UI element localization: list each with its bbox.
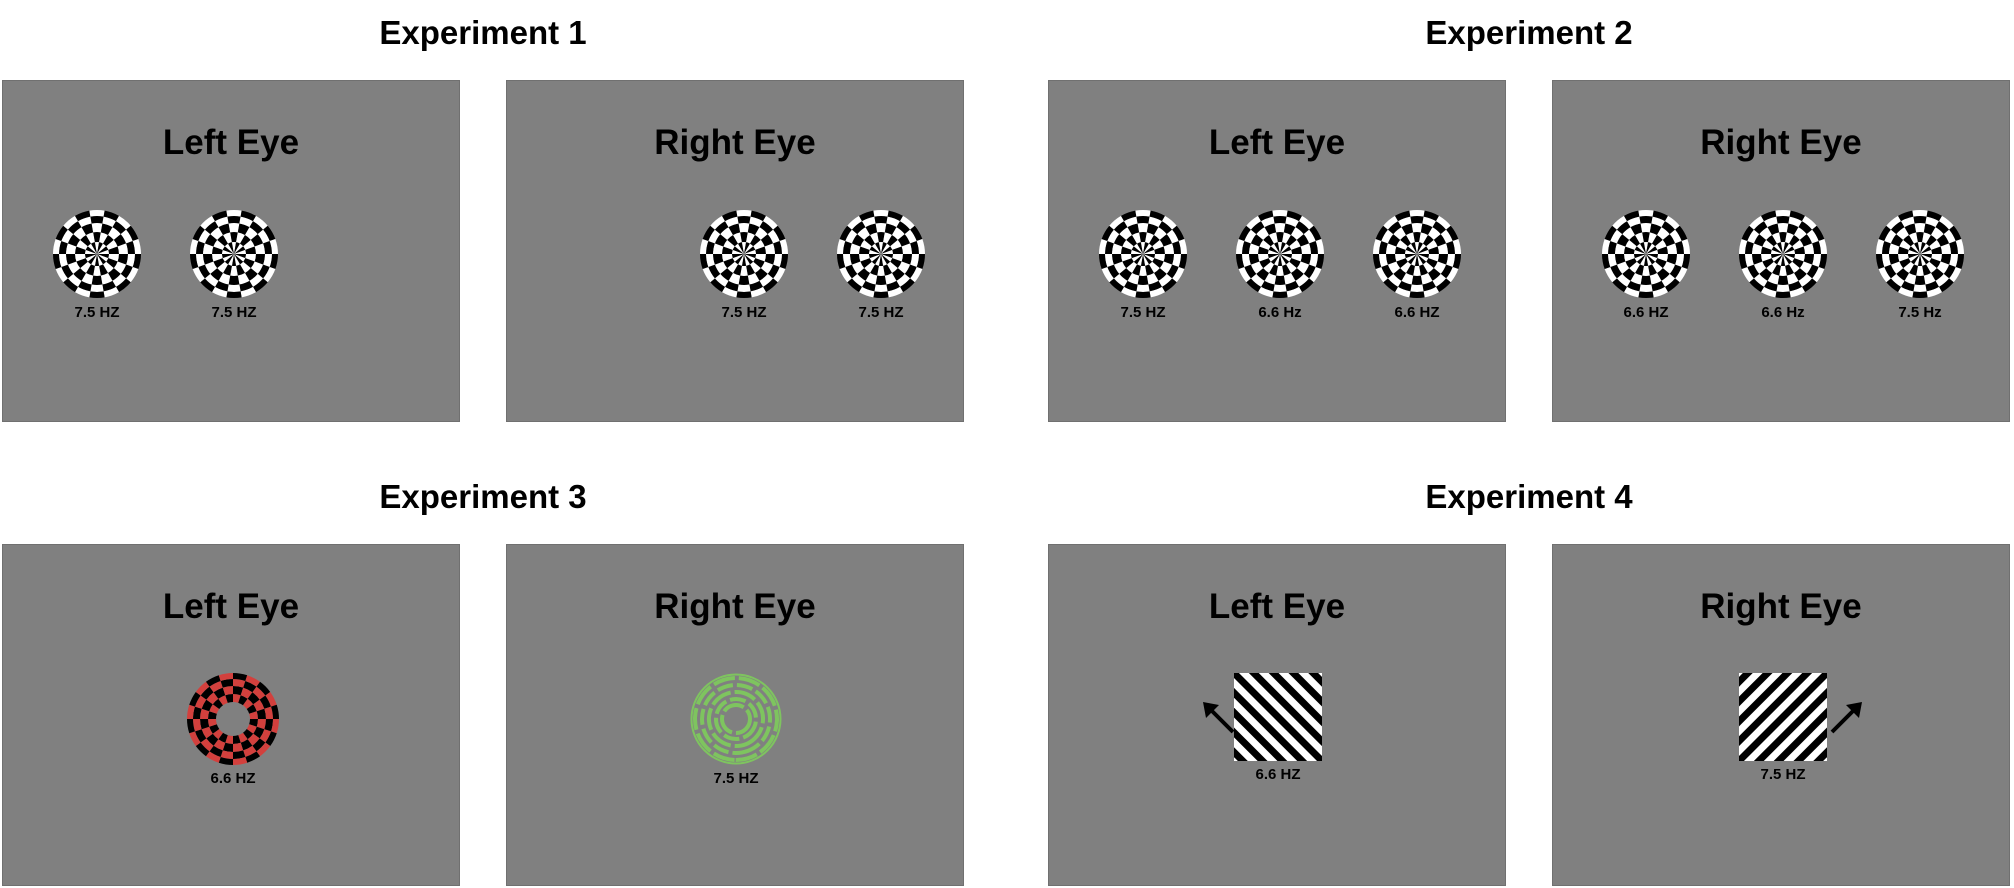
frequency-label: 7.5 HZ [211,304,257,321]
green-checkered-annulus-icon [690,673,782,765]
exp2-right-eye-panel: Right Eye 6.6 HZ 6.6 Hz 7.5 Hz [1552,80,2010,422]
frequency-label: 7.5 HZ [74,304,120,321]
eye-label: Left Eye [1208,587,1346,626]
eye-label: Left Eye [162,587,300,626]
stimulus: 7.5 HZ [689,209,799,321]
stimulus: 7.5 HZ [179,209,289,321]
frequency-label: 7.5 HZ [1120,304,1166,321]
stimulus: 6.6 Hz [1225,209,1335,321]
arrow-up-right-icon [1830,702,1862,734]
eye-label: Left Eye [1208,123,1346,162]
checkerboard-icon [1876,210,1964,298]
stimulus: 6.6 HZ [1362,209,1472,321]
stimulus: 7.5 HZ [1728,673,1838,783]
experiment-1-title: Experiment 1 [379,14,587,51]
checkerboard-icon [1236,210,1324,298]
stimulus: 6.6 HZ [1223,673,1333,783]
frequency-label: 6.6 Hz [1258,304,1302,321]
stimulus: 6.6 HZ [178,673,288,787]
exp3-left-eye-panel: Left Eye 6.6 HZ [2,544,460,886]
frequency-label: 7.5 HZ [1760,766,1806,783]
diagonal-grating-icon [1234,673,1322,761]
checkerboard-icon [1739,210,1827,298]
stimulus: 7.5 Hz [1865,209,1975,321]
frequency-label: 6.6 HZ [1394,304,1440,321]
checkerboard-icon [190,210,278,298]
stimulus: 7.5 HZ [826,209,936,321]
stimulus: 7.5 HZ [1088,209,1198,321]
exp4-left-eye-panel: Left Eye 6.6 HZ [1048,544,1506,886]
eye-label: Right Eye [654,123,816,162]
arrow-up-left-icon [1203,702,1235,734]
exp4-right-eye-panel: Right Eye 7.5 HZ [1552,544,2010,886]
frequency-label: 6.6 HZ [1623,304,1669,321]
frequency-label: 7.5 Hz [1898,304,1942,321]
frequency-label: 6.6 HZ [210,770,256,787]
experiment-2-title: Experiment 2 [1425,14,1633,51]
frequency-label: 6.6 HZ [1255,766,1301,783]
experiment-3-title: Experiment 3 [379,478,587,515]
stimulus: 7.5 HZ [681,673,791,787]
frequency-label: 7.5 HZ [858,304,904,321]
checkerboard-icon [1099,210,1187,298]
exp1-right-eye-panel: Right Eye 7.5 HZ 7.5 HZ [506,80,964,422]
eye-label: Right Eye [1700,587,1862,626]
frequency-label: 7.5 HZ [721,304,767,321]
eye-label: Right Eye [654,587,816,626]
exp1-left-eye-panel: Left Eye 7.5 HZ 7.5 HZ [2,80,460,422]
stimulus: 6.6 Hz [1728,209,1838,321]
experiment-4-title: Experiment 4 [1425,478,1633,515]
exp3-right-eye-panel: Right Eye 7.5 HZ [506,544,964,886]
frequency-label: 7.5 HZ [713,770,759,787]
frequency-label: 6.6 Hz [1761,304,1805,321]
checkerboard-icon [837,210,925,298]
stimulus: 6.6 HZ [1591,209,1701,321]
exp2-left-eye-panel: Left Eye 7.5 HZ 6.6 Hz 6.6 HZ [1048,80,1506,422]
diagonal-grating-icon [1739,673,1827,761]
checkerboard-icon [53,210,141,298]
checkerboard-icon [1602,210,1690,298]
eye-label: Right Eye [1700,123,1862,162]
checkerboard-icon [700,210,788,298]
checkerboard-icon [1373,210,1461,298]
red-checkered-annulus-icon [187,673,279,765]
eye-label: Left Eye [162,123,300,162]
stimulus: 7.5 HZ [42,209,152,321]
